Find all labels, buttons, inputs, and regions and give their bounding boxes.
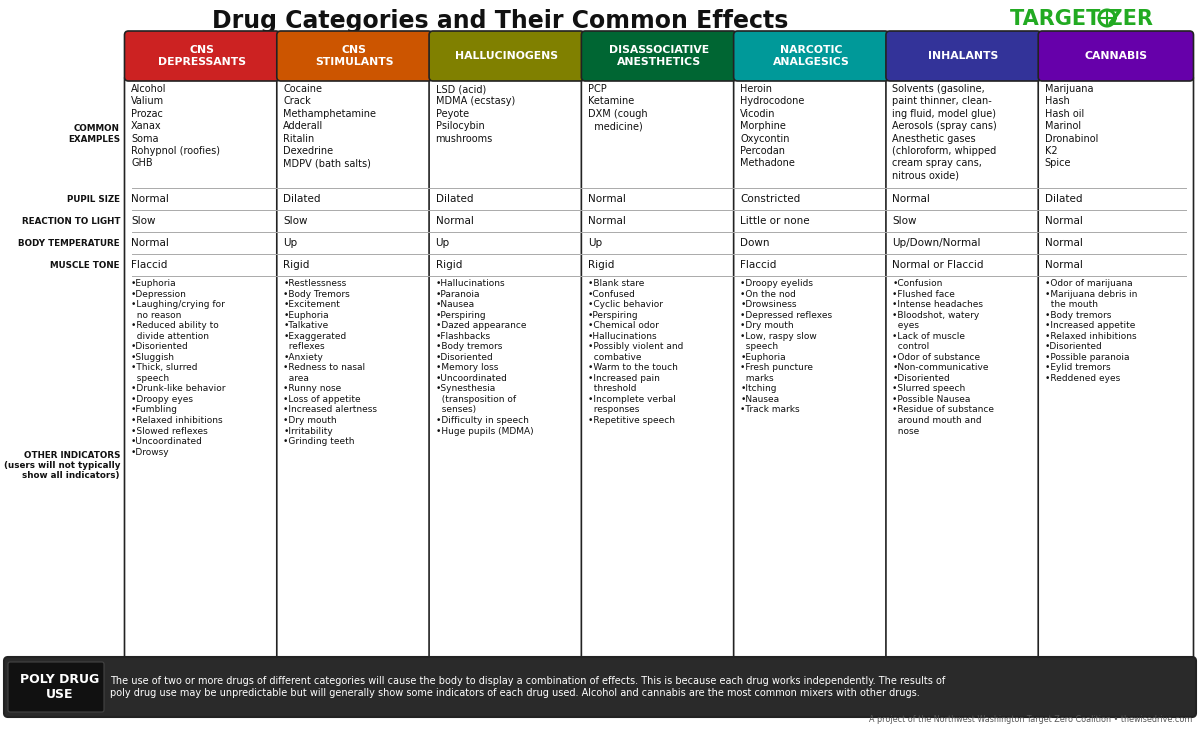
Text: Flaccid: Flaccid bbox=[131, 260, 167, 270]
Text: Normal or Flaccid: Normal or Flaccid bbox=[893, 260, 984, 270]
Text: Dilated: Dilated bbox=[1045, 194, 1082, 204]
Text: Down: Down bbox=[740, 238, 769, 248]
FancyBboxPatch shape bbox=[733, 75, 889, 661]
FancyBboxPatch shape bbox=[1038, 31, 1194, 81]
Text: INHALANTS: INHALANTS bbox=[929, 51, 998, 61]
Text: Little or none: Little or none bbox=[740, 216, 810, 226]
Text: •Restlessness
•Body Tremors
•Excitement
•Euphoria
•Talkative
•Exaggerated
  refl: •Restlessness •Body Tremors •Excitement … bbox=[283, 279, 377, 446]
FancyBboxPatch shape bbox=[886, 75, 1042, 661]
Text: Rigid: Rigid bbox=[588, 260, 614, 270]
FancyBboxPatch shape bbox=[733, 31, 889, 81]
Text: Normal: Normal bbox=[1045, 238, 1082, 248]
Text: PCP
Ketamine
DXM (cough
  medicine): PCP Ketamine DXM (cough medicine) bbox=[588, 84, 648, 131]
Text: The use of two or more drugs of different categories will cause the body to disp: The use of two or more drugs of differen… bbox=[110, 676, 946, 698]
Text: Flaccid: Flaccid bbox=[740, 260, 776, 270]
Text: •Odor of marijuana
•Marijuana debris in
  the mouth
•Body tremors
•Increased app: •Odor of marijuana •Marijuana debris in … bbox=[1045, 279, 1138, 383]
Text: Up/Down/Normal: Up/Down/Normal bbox=[893, 238, 980, 248]
Text: Normal: Normal bbox=[131, 238, 169, 248]
Text: Cocaine
Crack
Methamphetamine
Adderall
Ritalin
Dexedrine
MDPV (bath salts): Cocaine Crack Methamphetamine Adderall R… bbox=[283, 84, 377, 168]
Text: Dilated: Dilated bbox=[436, 194, 473, 204]
Text: Normal: Normal bbox=[1045, 216, 1082, 226]
FancyBboxPatch shape bbox=[8, 662, 104, 712]
Text: Up: Up bbox=[588, 238, 602, 248]
FancyBboxPatch shape bbox=[125, 31, 280, 81]
Text: PUPIL SIZE: PUPIL SIZE bbox=[67, 195, 120, 203]
FancyBboxPatch shape bbox=[4, 657, 1196, 717]
Text: COMMON
EXAMPLES: COMMON EXAMPLES bbox=[68, 125, 120, 144]
FancyBboxPatch shape bbox=[277, 75, 432, 661]
Text: •Euphoria
•Depression
•Laughing/crying for
  no reason
•Reduced ability to
  div: •Euphoria •Depression •Laughing/crying f… bbox=[131, 279, 226, 456]
Text: CNS
DEPRESSANTS: CNS DEPRESSANTS bbox=[158, 45, 246, 66]
Text: BODY TEMPERATURE: BODY TEMPERATURE bbox=[18, 238, 120, 248]
Text: Drug Categories and Their Common Effects: Drug Categories and Their Common Effects bbox=[212, 9, 788, 33]
Text: Solvents (gasoline,
paint thinner, clean-
ing fluid, model glue)
Aerosols (spray: Solvents (gasoline, paint thinner, clean… bbox=[893, 84, 997, 181]
FancyBboxPatch shape bbox=[1038, 75, 1194, 661]
Text: Slow: Slow bbox=[283, 216, 307, 226]
Text: Up: Up bbox=[283, 238, 298, 248]
Text: Marijuana
Hash
Hash oil
Marinol
Dronabinol
K2
Spice: Marijuana Hash Hash oil Marinol Dronabin… bbox=[1045, 84, 1098, 168]
Text: Normal: Normal bbox=[588, 216, 625, 226]
FancyBboxPatch shape bbox=[430, 75, 584, 661]
FancyBboxPatch shape bbox=[581, 75, 737, 661]
FancyBboxPatch shape bbox=[277, 31, 432, 81]
Text: HALLUCINOGENS: HALLUCINOGENS bbox=[455, 51, 558, 61]
Text: Normal: Normal bbox=[436, 216, 474, 226]
FancyBboxPatch shape bbox=[430, 31, 584, 81]
Text: A project of the Northwest Washington Target Zero Coalition • thewisedrive.com: A project of the Northwest Washington Ta… bbox=[869, 715, 1192, 724]
Text: Heroin
Hydrocodone
Vicodin
Morphine
Oxycontin
Percodan
Methadone: Heroin Hydrocodone Vicodin Morphine Oxyc… bbox=[740, 84, 804, 168]
Text: TARGET ZER: TARGET ZER bbox=[1010, 9, 1153, 29]
FancyBboxPatch shape bbox=[125, 75, 280, 661]
Text: Normal: Normal bbox=[1045, 260, 1082, 270]
Text: Slow: Slow bbox=[893, 216, 917, 226]
Text: LSD (acid)
MDMA (ecstasy)
Peyote
Psilocybin
mushrooms: LSD (acid) MDMA (ecstasy) Peyote Psilocy… bbox=[436, 84, 515, 144]
Text: CANNABIS: CANNABIS bbox=[1085, 51, 1147, 61]
Text: Rigid: Rigid bbox=[436, 260, 462, 270]
Text: REACTION TO LIGHT: REACTION TO LIGHT bbox=[22, 217, 120, 225]
Text: •Confusion
•Flushed face
•Intense headaches
•Bloodshot, watery
  eyes
•Lack of m: •Confusion •Flushed face •Intense headac… bbox=[893, 279, 995, 435]
FancyBboxPatch shape bbox=[886, 31, 1042, 81]
Text: CNS
STIMULANTS: CNS STIMULANTS bbox=[316, 45, 394, 66]
Text: Alcohol
Valium
Prozac
Xanax
Soma
Rohypnol (roofies)
GHB: Alcohol Valium Prozac Xanax Soma Rohypno… bbox=[131, 84, 220, 168]
Text: DISASSOCIATIVE
ANESTHETICS: DISASSOCIATIVE ANESTHETICS bbox=[608, 45, 709, 66]
Text: MUSCLE TONE: MUSCLE TONE bbox=[50, 260, 120, 270]
Text: Rigid: Rigid bbox=[283, 260, 310, 270]
Text: Slow: Slow bbox=[131, 216, 156, 226]
Text: Normal: Normal bbox=[131, 194, 169, 204]
Text: •Droopy eyelids
•On the nod
•Drowsiness
•Depressed reflexes
•Dry mouth
•Low, ras: •Droopy eyelids •On the nod •Drowsiness … bbox=[740, 279, 833, 415]
Text: Constricted: Constricted bbox=[740, 194, 800, 204]
Text: •Hallucinations
•Paranoia
•Nausea
•Perspiring
•Dazed appearance
•Flashbacks
•Bod: •Hallucinations •Paranoia •Nausea •Persp… bbox=[436, 279, 533, 435]
Text: •Blank stare
•Confused
•Cyclic behavior
•Perspiring
•Chemical odor
•Hallucinatio: •Blank stare •Confused •Cyclic behavior … bbox=[588, 279, 683, 425]
Text: Dilated: Dilated bbox=[283, 194, 320, 204]
Text: POLY DRUG
USE: POLY DRUG USE bbox=[20, 673, 100, 701]
Text: Normal: Normal bbox=[893, 194, 930, 204]
Text: NARCOTIC
ANALGESICS: NARCOTIC ANALGESICS bbox=[773, 45, 850, 66]
Text: Normal: Normal bbox=[588, 194, 625, 204]
Text: Up: Up bbox=[436, 238, 450, 248]
Text: OTHER INDICATORS
(users will not typically
show all indicators): OTHER INDICATORS (users will not typical… bbox=[4, 451, 120, 480]
FancyBboxPatch shape bbox=[581, 31, 737, 81]
